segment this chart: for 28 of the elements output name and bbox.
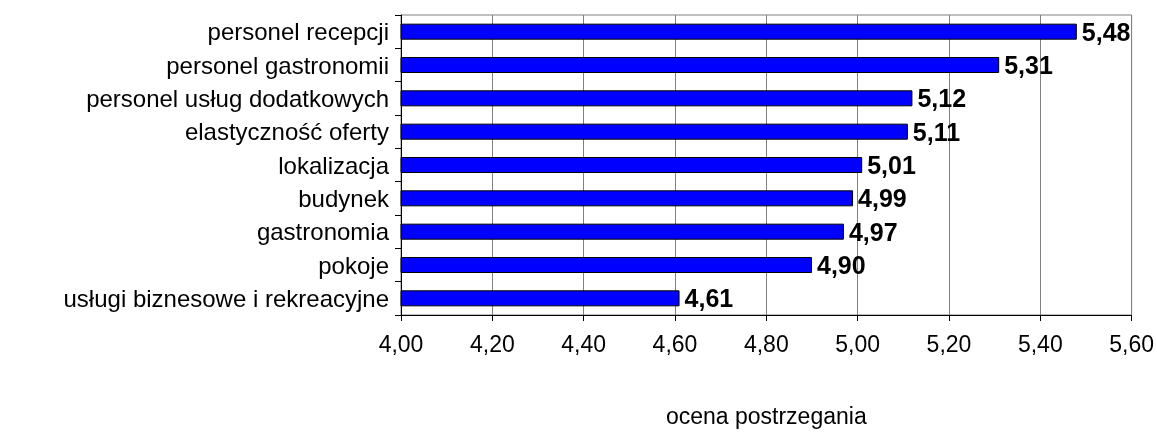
data-label: 5,48 [1081, 17, 1131, 46]
data-label: 5,12 [917, 84, 967, 113]
x-tick-label: 5,40 [1017, 330, 1063, 357]
data-label: 5,11 [912, 117, 961, 146]
x-tick-label: 4,40 [561, 330, 607, 357]
data-label: 4,99 [858, 184, 907, 213]
y-tick-label: personel usług dodatkowych [86, 84, 389, 112]
y-tick-label: usługi biznesowe i rekreacyjne [63, 284, 389, 312]
data-label: 4,61 [684, 284, 734, 313]
x-tick-label: 5,60 [1109, 330, 1154, 357]
data-label: 4,97 [848, 217, 898, 246]
y-tick-label: personel gastronomii [166, 51, 389, 79]
y-tick-label: elastyczność oferty [184, 118, 389, 146]
data-label: 4,90 [816, 251, 866, 279]
y-tick-label: budynek [298, 184, 390, 212]
x-tick-label: 4,20 [469, 330, 515, 357]
data-label: 5,01 [867, 151, 916, 179]
y-tick-label: lokalizacja [278, 151, 390, 179]
y-tick-label: gastronomia [256, 218, 390, 246]
y-tick-label: pokoje [318, 251, 389, 279]
x-tick-label: 4,80 [743, 330, 789, 357]
data-label: 5,31 [1004, 51, 1053, 79]
y-tick-label: personel recepcji [207, 18, 389, 46]
x-tick-label: 4,60 [652, 330, 698, 357]
x-tick-label: 5,20 [926, 330, 972, 357]
x-axis-title: ocena postrzegania [665, 402, 867, 429]
x-tick-label: 5,00 [835, 330, 881, 357]
x-tick-label: 4,00 [378, 330, 424, 357]
